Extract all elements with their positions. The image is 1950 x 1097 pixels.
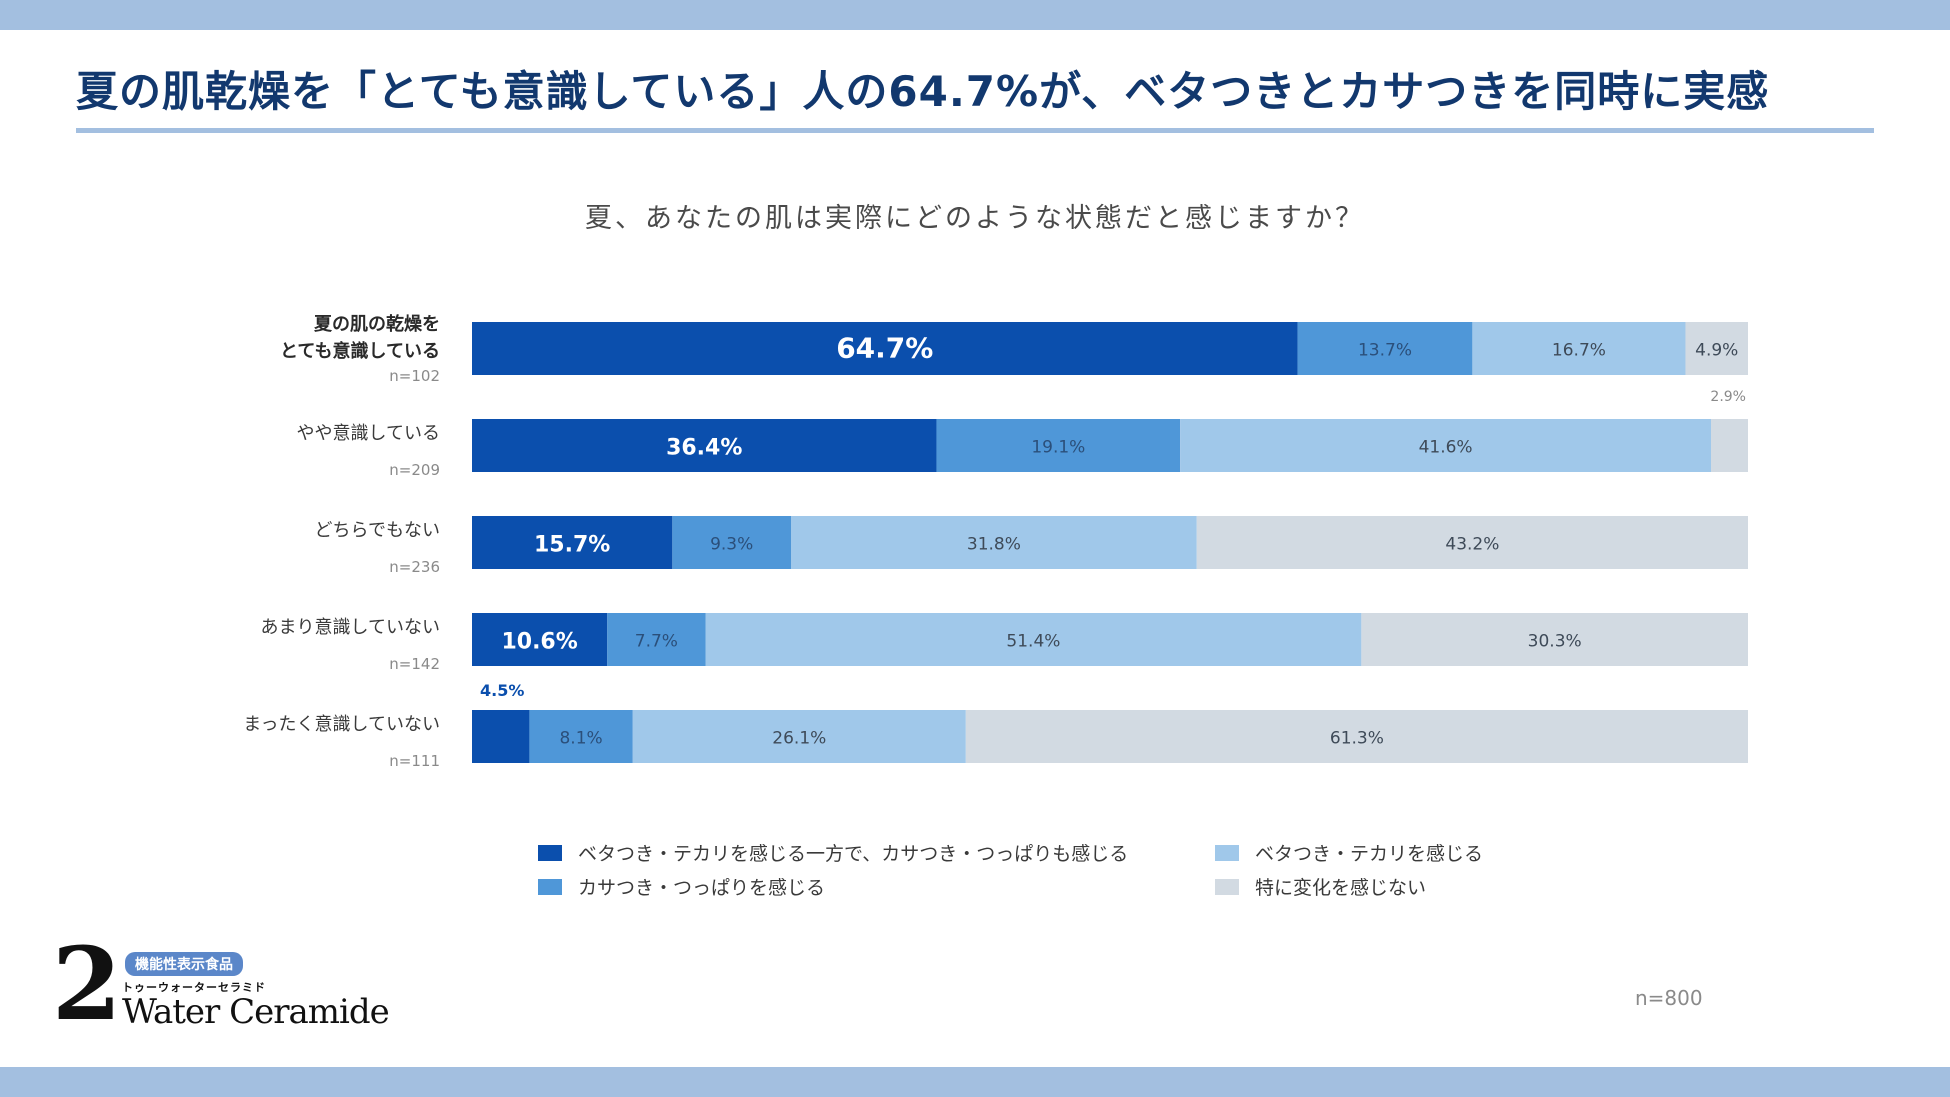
headline-underline	[76, 128, 1874, 133]
bar-segment	[1710, 419, 1748, 472]
data-label: 26.1%	[772, 729, 826, 749]
category-sample-size: n=236	[389, 558, 440, 576]
data-label: 43.2%	[1445, 535, 1499, 555]
data-label: 7.7%	[635, 632, 678, 652]
bar-segment	[472, 710, 530, 763]
bar-segment	[1196, 516, 1748, 569]
legend-swatch	[538, 845, 562, 861]
bar-segment	[632, 710, 966, 763]
logo-kana: トゥーウォーターセラミド	[122, 981, 266, 994]
category-sample-size: n=142	[389, 655, 440, 673]
bar-segment	[791, 516, 1197, 569]
bar-segment	[705, 613, 1362, 666]
chart-title: 夏、あなたの肌は実際にどのような状態だと感じますか？	[585, 203, 1365, 234]
data-label: 31.8%	[967, 535, 1021, 555]
bar-segment	[529, 710, 633, 763]
bar-segment	[1180, 419, 1711, 472]
data-label: 41.6%	[1419, 438, 1473, 458]
category-label: まったく意識していない	[243, 714, 440, 735]
data-label: 10.6%	[501, 630, 577, 655]
logo-numeral: 2	[52, 925, 122, 1043]
bar-segment	[1297, 322, 1473, 375]
bar-segment	[1472, 322, 1686, 375]
category-label: どちらでもない	[315, 520, 440, 541]
bar-segment	[672, 516, 791, 569]
legend-swatch	[538, 879, 562, 895]
bar-segment	[936, 419, 1181, 472]
bottom-accent-band	[0, 1067, 1950, 1097]
bar-segment	[965, 710, 1748, 763]
data-label: 9.3%	[710, 535, 753, 555]
category-sample-size: n=102	[389, 367, 440, 385]
category-label: やや意識している	[297, 423, 440, 444]
bar-segment	[1361, 613, 1748, 666]
category-sample-size: n=209	[389, 461, 440, 479]
data-label: 19.1%	[1031, 438, 1085, 458]
bar-segment	[472, 322, 1298, 375]
data-label: 16.7%	[1552, 341, 1606, 361]
bar-segment	[472, 516, 673, 569]
data-label: 8.1%	[559, 729, 602, 749]
category-label: 夏の肌の乾燥を	[314, 313, 440, 335]
bar-segment	[1685, 322, 1748, 375]
data-label: 30.3%	[1528, 632, 1582, 652]
logo-badge: 機能性表示食品	[125, 952, 243, 976]
data-label: 15.7%	[534, 533, 610, 558]
data-label: 64.7%	[836, 332, 933, 365]
brand-logo: 2 機能性表示食品 トゥーウォーターセラミド Water Ceramide	[52, 934, 452, 1042]
legend-swatch	[1215, 879, 1239, 895]
legend-label: ベタつき・テカリを感じる一方で、カサつき・つっぱりも感じる	[578, 843, 1128, 865]
data-label: 4.9%	[1695, 341, 1738, 361]
legend-label: 特に変化を感じない	[1255, 877, 1426, 899]
category-sample-size: n=111	[389, 752, 440, 770]
category-label: とても意識している	[280, 340, 440, 362]
page-headline: 夏の肌乾燥を「とても意識している」人の64.7%が、ベタつきとカサつきを同時に実…	[76, 67, 1770, 116]
total-sample-size: n=800	[1635, 986, 1703, 1010]
legend-label: カサつき・つっぱりを感じる	[578, 877, 825, 899]
data-label: 4.5%	[480, 681, 524, 700]
bar-segment	[472, 419, 937, 472]
bar-segment	[607, 613, 706, 666]
bar-segment	[472, 613, 608, 666]
data-label: 2.9%	[1710, 389, 1746, 405]
data-label: 13.7%	[1358, 341, 1412, 361]
data-label: 61.3%	[1330, 729, 1384, 749]
legend-label: ベタつき・テカリを感じる	[1255, 843, 1483, 865]
data-label: 51.4%	[1006, 632, 1060, 652]
logo-wordmark: Water Ceramide	[122, 992, 390, 1032]
legend-swatch	[1215, 845, 1239, 861]
data-label: 36.4%	[666, 436, 742, 461]
category-label: あまり意識していない	[261, 617, 440, 638]
top-accent-band	[0, 0, 1950, 30]
